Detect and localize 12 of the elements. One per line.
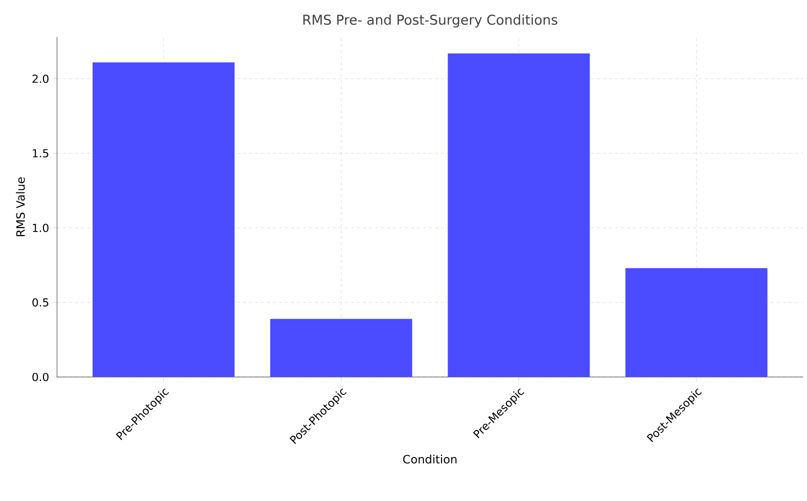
y-tick-label: 1.5 bbox=[32, 149, 48, 158]
bar bbox=[625, 268, 768, 377]
y-tick-label: 0.5 bbox=[32, 298, 48, 307]
x-axis-title: Condition bbox=[403, 454, 456, 464]
y-tick-label: 1.0 bbox=[32, 224, 48, 232]
bar bbox=[92, 62, 235, 377]
bar bbox=[270, 318, 412, 377]
chart-title: RMS Pre- and Post-Surgery Conditions bbox=[303, 14, 558, 28]
y-tick-label: 0.0 bbox=[32, 372, 48, 382]
y-tick-label: 2.0 bbox=[32, 74, 48, 83]
y-axis-title: RMS Value bbox=[16, 177, 25, 236]
bar bbox=[448, 53, 590, 377]
